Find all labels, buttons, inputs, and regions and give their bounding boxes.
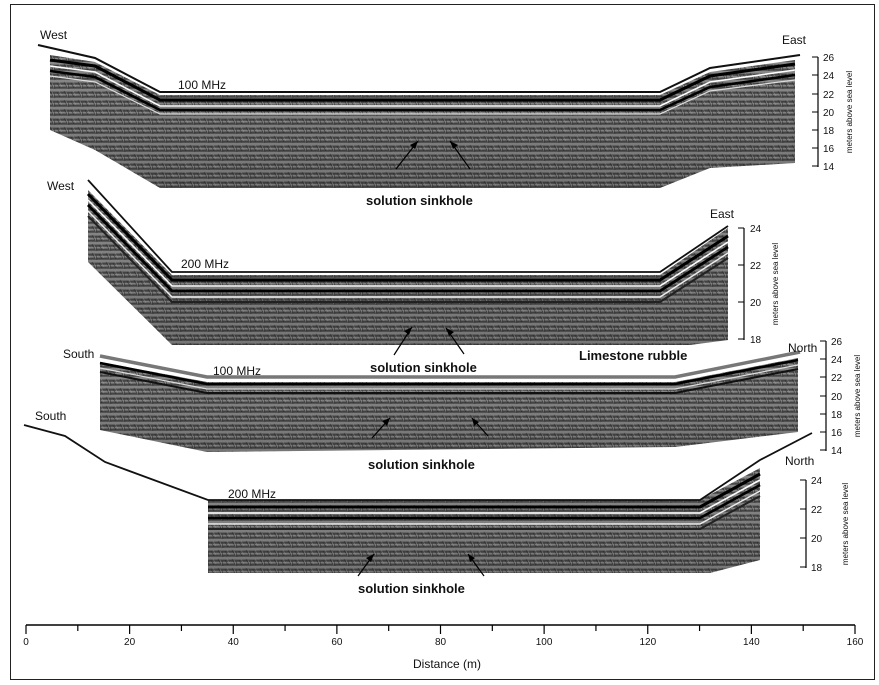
distance-tick-label: 40 <box>228 637 240 648</box>
arrow-icon <box>382 418 390 426</box>
profile-4-left-label: South <box>35 409 66 423</box>
profile-4-freq-label: 200 MHz <box>228 487 276 501</box>
arrow-icon <box>468 554 475 562</box>
distance-axis: 0 20 40 60 80 100 120 140 160 Distance (… <box>23 624 864 671</box>
profile-4-right-label: North <box>785 454 814 468</box>
elev-tick-label: 22 <box>823 90 835 101</box>
profile-3-left-label: South <box>63 347 94 361</box>
elev-tick-label: 24 <box>811 476 823 487</box>
elev-tick-label: 20 <box>750 298 762 309</box>
profile-1-right-label: East <box>782 33 807 47</box>
profile-2-right-label: East <box>710 207 735 221</box>
elev-tick-label: 20 <box>831 392 843 403</box>
profile-3-elevation-axis: 26 24 22 20 18 16 14 meters above sea le… <box>820 337 862 457</box>
elev-tick-label: 16 <box>823 144 835 155</box>
arrow-icon <box>446 328 454 336</box>
profile-1-freq-label: 100 MHz <box>178 78 226 92</box>
elev-tick-label: 18 <box>750 335 762 346</box>
distance-tick-label: 120 <box>639 637 656 648</box>
distance-axis-ticks <box>25 625 856 634</box>
elev-tick-label: 20 <box>811 534 823 545</box>
profile-2-left-label: West <box>47 179 75 193</box>
elev-tick-label: 24 <box>750 224 762 235</box>
profile-3-axis-title: meters above sea level <box>853 355 862 437</box>
profile-3-right-label: North <box>788 341 817 355</box>
elev-tick-label: 18 <box>831 410 843 421</box>
profile-4-axis-title: meters above sea level <box>841 483 850 565</box>
distance-tick-label: 100 <box>536 637 553 648</box>
distance-axis-title: Distance (m) <box>413 657 481 671</box>
profile-2-axis-title: meters above sea level <box>771 243 780 325</box>
profile-2: West East 200 MHz solution sinkhole Lime… <box>47 179 780 375</box>
elev-tick-label: 24 <box>823 71 835 82</box>
elev-tick-label: 26 <box>823 53 835 64</box>
profile-4-elevation-axis: 24 22 20 18 meters above sea level <box>800 476 850 574</box>
elev-tick-label: 14 <box>831 446 843 457</box>
distance-tick-label: 60 <box>331 637 343 648</box>
elev-tick-label: 26 <box>831 337 843 348</box>
elev-tick-label: 24 <box>831 355 843 366</box>
elev-tick-label: 20 <box>823 108 835 119</box>
profile-2-elevation-axis: 24 22 20 18 meters above sea level <box>738 224 780 346</box>
profile-1-axis-title: meters above sea level <box>845 71 854 153</box>
distance-tick-label: 80 <box>435 637 447 648</box>
elev-tick-label: 22 <box>811 505 823 516</box>
profile-3-annotation: solution sinkhole <box>368 457 475 472</box>
arrow-icon <box>366 554 374 562</box>
elev-tick-label: 18 <box>823 126 835 137</box>
arrow-icon <box>472 418 479 426</box>
profile-1-annotation: solution sinkhole <box>366 193 473 208</box>
arrow-icon <box>450 141 458 149</box>
elev-tick-label: 22 <box>750 261 762 272</box>
profile-3-freq-label: 100 MHz <box>213 364 261 378</box>
elev-tick-label: 22 <box>831 373 843 384</box>
elev-tick-label: 16 <box>831 428 843 439</box>
distance-tick-label: 0 <box>23 637 29 648</box>
profile-2-rubble-label: Limestone rubble <box>579 348 687 363</box>
arrow-icon <box>410 141 418 149</box>
profile-4-annotation: solution sinkhole <box>358 581 465 596</box>
arrow-icon <box>404 327 412 335</box>
profile-2-freq-label: 200 MHz <box>181 257 229 271</box>
profile-1-left-label: West <box>40 28 68 42</box>
profile-1-elevation-axis: 26 24 22 20 18 16 14 meters above sea le… <box>812 53 854 173</box>
figure-frame <box>10 4 875 680</box>
elev-tick-label: 18 <box>811 563 823 574</box>
distance-tick-label: 20 <box>124 637 136 648</box>
distance-tick-label: 160 <box>847 637 864 648</box>
distance-tick-label: 140 <box>743 637 760 648</box>
profile-4: South North 200 MHz solution sinkhole 24… <box>23 409 850 596</box>
elev-tick-label: 14 <box>823 162 835 173</box>
profile-1: West East 100 MHz solution sinkhole 26 2… <box>37 28 854 208</box>
profile-3: South North 100 MHz solution sinkhole 26… <box>63 337 862 472</box>
profile-2-annotation: solution sinkhole <box>370 360 477 375</box>
